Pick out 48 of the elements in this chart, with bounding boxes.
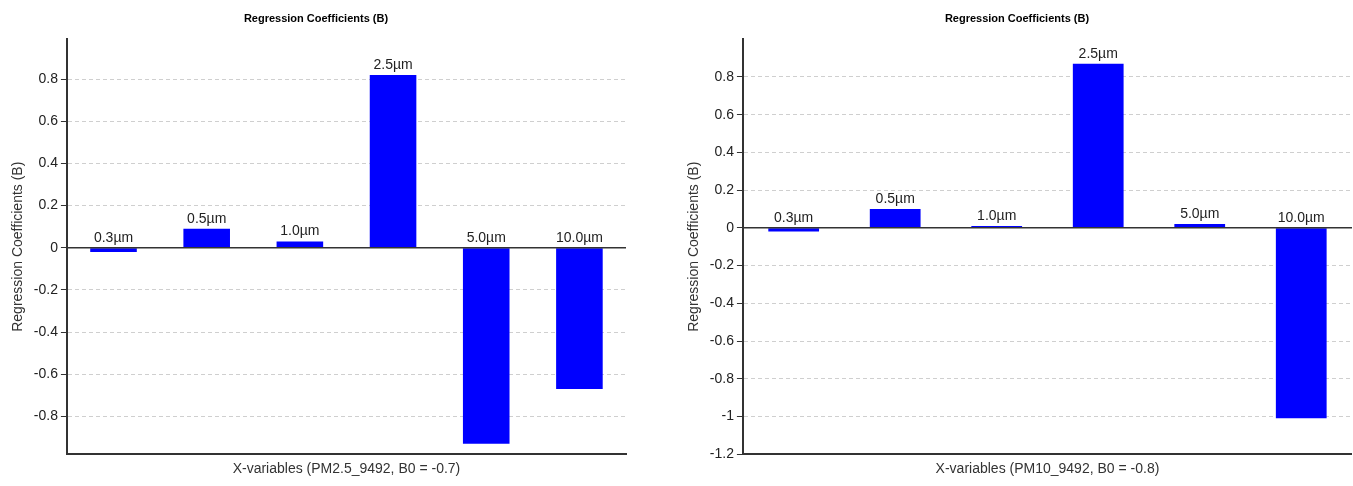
- category-label: 0.5µm: [875, 189, 915, 206]
- bar: [462, 248, 510, 444]
- bar: [369, 75, 417, 248]
- bar: [768, 228, 820, 232]
- bar: [1174, 224, 1226, 228]
- category-label: 10.0µm: [555, 228, 603, 245]
- y-tick-label: -0.4: [33, 322, 59, 339]
- y-tick-label: 0.6: [714, 105, 735, 122]
- category-label: 5.0µm: [1180, 204, 1220, 221]
- y-tick-label: 0.4: [38, 154, 59, 171]
- y-tick-label: 0.8: [38, 70, 59, 87]
- bar: [1072, 63, 1124, 228]
- bar: [183, 228, 230, 248]
- y-axis-title: Regression Coefficients (B): [9, 161, 26, 332]
- category-label: 1.0µm: [280, 222, 320, 239]
- y-tick-label: 0: [50, 238, 59, 255]
- chart-title: Regression Coefficients (B): [243, 11, 389, 24]
- y-tick-label: 0.6: [38, 112, 59, 129]
- bar: [869, 208, 921, 228]
- y-tick-label: 0.2: [714, 180, 735, 197]
- y-tick-label: -0.8: [33, 407, 59, 424]
- y-tick-label: 0: [726, 218, 735, 235]
- y-tick-label: -0.2: [33, 280, 59, 297]
- y-tick-label: 0.2: [38, 196, 59, 213]
- y-tick-label: -1.2: [709, 445, 735, 462]
- y-tick-label: 0.4: [714, 143, 735, 160]
- y-axis-title: Regression Coefficients (B): [685, 161, 702, 332]
- y-tick-label: -0.4: [709, 294, 735, 311]
- category-label: 2.5µm: [373, 55, 413, 72]
- x-axis-title: X-variables (PM2.5_9492, B0 = -0.7): [232, 460, 461, 477]
- y-tick-label: -0.6: [33, 365, 59, 382]
- y-tick-label: -0.8: [709, 369, 735, 386]
- y-tick-label: -1: [721, 407, 735, 424]
- bar: [276, 241, 324, 248]
- x-axis-title: X-variables (PM10_9492, B0 = -0.8): [935, 460, 1160, 477]
- bar: [556, 248, 603, 389]
- category-label: 0.3µm: [93, 228, 134, 245]
- category-label: 0.3µm: [774, 208, 814, 225]
- y-tick-label: -0.6: [709, 331, 735, 348]
- y-tick-label: 0.8: [714, 67, 735, 84]
- y-tick-label: -0.2: [709, 256, 735, 273]
- bar: [1275, 228, 1327, 419]
- category-label: 10.0µm: [1277, 208, 1325, 225]
- category-label: 5.0µm: [466, 228, 506, 245]
- category-label: 1.0µm: [977, 206, 1017, 223]
- category-label: 2.5µm: [1078, 44, 1118, 61]
- chart-title: Regression Coefficients (B): [944, 11, 1090, 24]
- category-label: 0.5µm: [187, 209, 227, 226]
